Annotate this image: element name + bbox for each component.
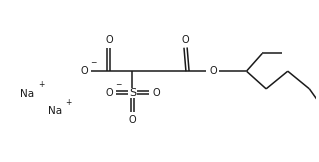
Text: O: O bbox=[182, 35, 189, 45]
Text: Na: Na bbox=[20, 89, 34, 99]
Text: Na: Na bbox=[48, 106, 62, 116]
Text: O: O bbox=[105, 35, 113, 45]
Text: O: O bbox=[105, 88, 113, 98]
Text: S: S bbox=[129, 88, 136, 98]
Text: −: − bbox=[90, 58, 97, 67]
Text: +: + bbox=[38, 80, 44, 89]
Text: O: O bbox=[129, 115, 136, 125]
Text: −: − bbox=[115, 80, 121, 89]
Text: O: O bbox=[152, 88, 160, 98]
Text: O: O bbox=[209, 66, 217, 76]
Text: +: + bbox=[66, 98, 72, 107]
Text: O: O bbox=[80, 66, 88, 76]
